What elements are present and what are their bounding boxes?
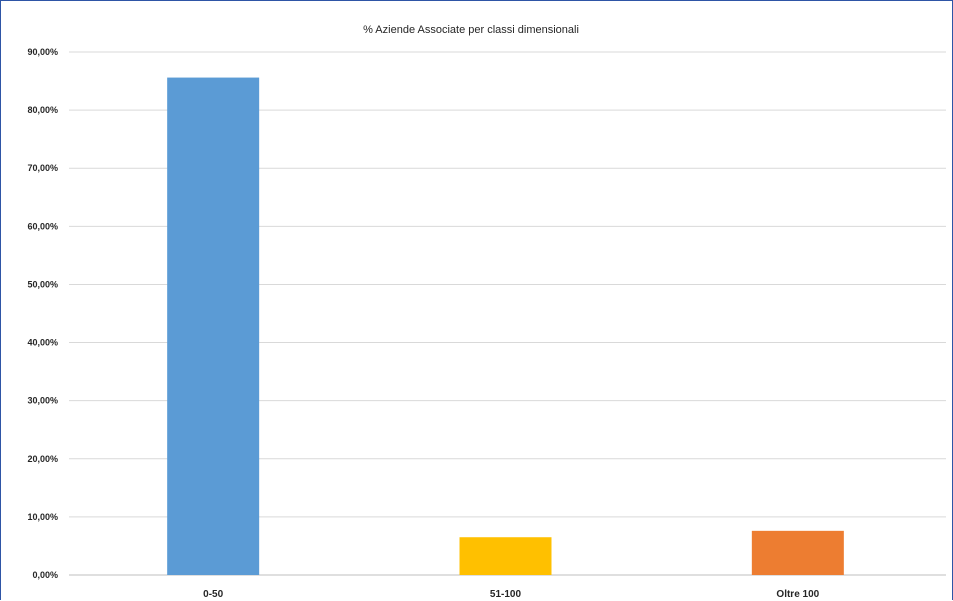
y-tick-label: 90,00%	[27, 47, 58, 57]
y-tick-label: 0,00%	[32, 570, 58, 580]
x-category-label: 51-100	[490, 589, 522, 600]
x-category-label: 0-50	[203, 589, 223, 600]
chart-title: % Aziende Associate per classi dimension…	[363, 24, 579, 36]
y-tick-label: 50,00%	[27, 279, 58, 289]
y-tick-label: 10,00%	[27, 512, 58, 522]
y-tick-label: 40,00%	[27, 338, 58, 348]
bar-51-100	[459, 537, 552, 575]
y-tick-label: 80,00%	[27, 105, 58, 115]
bar-0-50	[167, 77, 260, 576]
y-tick-label: 60,00%	[27, 221, 58, 231]
y-tick-label: 30,00%	[27, 396, 58, 406]
x-category-label: Oltre 100	[776, 589, 819, 600]
bars	[167, 77, 844, 576]
y-tick-label: 20,00%	[27, 454, 58, 464]
y-axis-tick-labels: 0,00% 10,00% 20,00% 30,00% 40,00% 50,00% 60,00…	[27, 47, 58, 580]
bar-oltre-100	[751, 530, 844, 575]
y-tick-label: 70,00%	[27, 163, 58, 173]
x-axis-category-labels: 0-50 51-100 Oltre 100	[203, 589, 820, 600]
